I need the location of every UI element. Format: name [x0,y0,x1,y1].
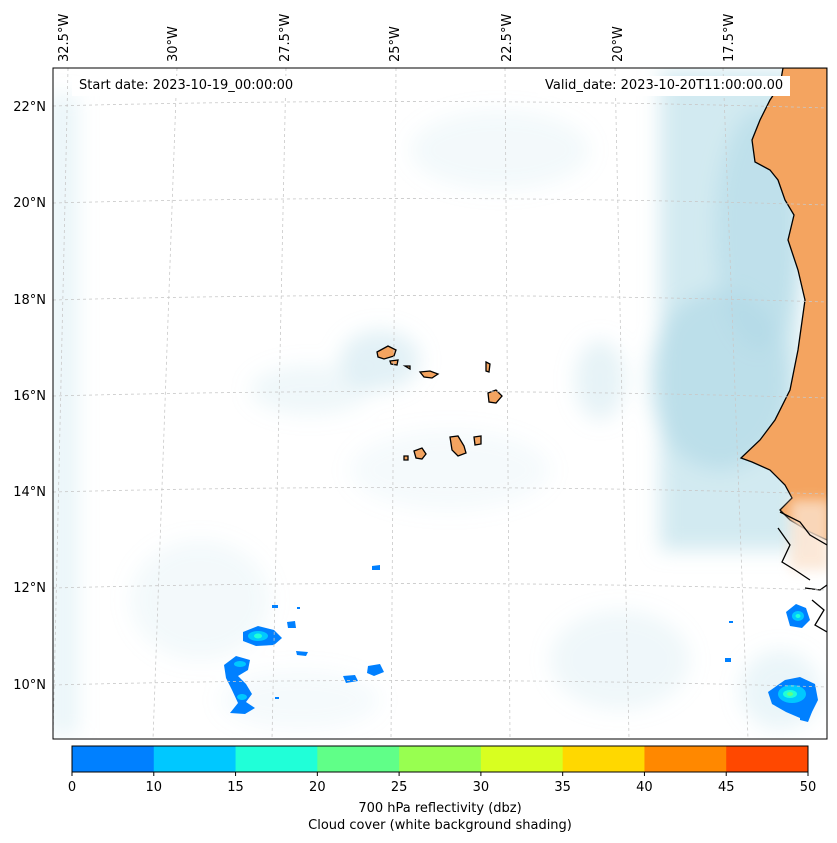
colorbar-segment [399,746,482,772]
lon-label: 25°W [388,26,403,62]
colorbar-label: 700 hPa reflectivity (dbz) [358,801,522,816]
guinea-coast [777,511,827,633]
lat-label: 18°N [13,293,46,308]
colorbar-frame [71,745,809,773]
lon-label: 32.5°W [57,14,72,62]
colorbar-tick-label: 0 [68,780,76,795]
colorbar-tick-label: 25 [391,780,408,795]
colorbar-segment [726,746,809,772]
colorbar-tick-label: 10 [146,780,163,795]
lon-label: 30°W [166,26,181,62]
colorbar-segment [235,746,318,772]
colorbar-segment [317,746,400,772]
colorbar-tick-label: 15 [227,780,244,795]
colorbar: 0 10 15 20 25 30 35 40 45 50 [68,745,817,795]
colorbar-segment [72,746,155,772]
colorbar-tick-label: 20 [309,780,326,795]
lat-label: 22°N [13,100,46,115]
latitude-labels: 22°N 20°N 18°N 16°N 14°N 12°N 10°N [13,100,46,693]
lat-label: 16°N [13,389,46,404]
cloud-cover-shading [53,70,820,735]
colorbar-tick-label: 50 [800,780,817,795]
colorbar-tick-label: 40 [636,780,653,795]
lon-label: 20°W [611,26,626,62]
colorbar-tick-label: 35 [554,780,571,795]
longitude-labels: 32.5°W 30°W 27.5°W 25°W 22.5°W 20°W 17.5… [57,14,737,62]
lat-label: 12°N [13,581,46,596]
lon-label: 22.5°W [500,14,515,62]
map-frame [52,67,828,740]
reflectivity-echoes [224,565,818,722]
graticule [53,68,827,739]
colorbar-segment [153,746,237,772]
colorbar-segment [644,746,727,772]
colorbar-sublabel: Cloud cover (white background shading) [308,818,572,833]
cape-verde-islands [376,345,503,461]
lon-label: 27.5°W [278,14,293,62]
colorbar-segment [562,746,645,772]
colorbar-tick-label: 45 [718,780,735,795]
valid-date-label: Valid_date: 2023-10-20T11:00:00.00 [538,76,791,96]
colorbar-segment [480,746,564,772]
colorbar-tick-label: 30 [473,780,490,795]
start-date-label: Start date: 2023-10-19_00:00:00 [72,76,301,96]
lon-label: 17.5°W [722,14,737,62]
lat-label: 20°N [13,196,46,211]
lat-label: 14°N [13,485,46,500]
lat-label: 10°N [13,678,46,693]
